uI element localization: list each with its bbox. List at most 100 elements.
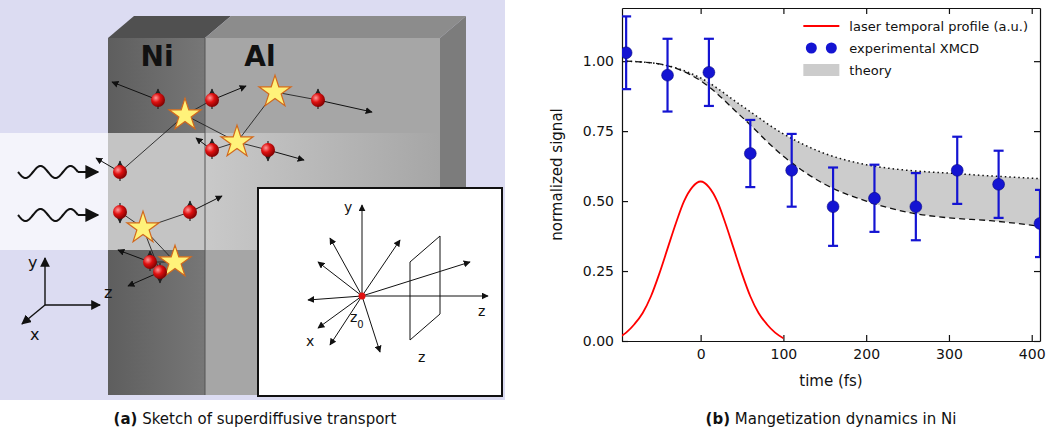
legend-entry: experimental XMCD: [806, 41, 979, 56]
inset-arrow: [362, 240, 400, 296]
point: [910, 201, 922, 213]
error-bar-cap: [869, 164, 879, 166]
tick: 200: [853, 335, 880, 362]
tick: 400: [1019, 335, 1046, 362]
inset-ray: [362, 262, 470, 296]
error-bar-cap: [952, 203, 962, 205]
tick: 100: [771, 335, 798, 362]
tick: [1034, 131, 1040, 132]
caption: (a) Sketch of superdiffusive transport: [114, 410, 397, 428]
error-bar-cap: [1035, 256, 1040, 258]
error-bar: [911, 173, 921, 240]
point: [662, 69, 674, 81]
plot-marks: [622, 16, 1040, 338]
tick-mark: [866, 8, 867, 14]
tick-mark: [622, 131, 628, 132]
electron: [261, 143, 275, 157]
legend-label: theory: [849, 63, 892, 78]
material-label: Ni: [140, 40, 173, 73]
al-top-face: [205, 16, 466, 38]
tick: [1032, 8, 1033, 14]
tick-label: 100: [771, 346, 798, 362]
error-bar-cap: [994, 150, 1004, 152]
inset-arrow: [362, 205, 363, 296]
diagram-panel: NiAlyzxyxzzz0(a) Sketch of superdiffusiv…: [0, 0, 505, 428]
laser-wave-arrow: [78, 171, 98, 173]
legend: laser temporal profile (a.u.) experimenta…: [803, 19, 1028, 78]
electron: [113, 165, 127, 179]
yticks-axis: [1034, 9, 1041, 342]
electron: [153, 265, 167, 279]
inset-label: z: [478, 303, 485, 319]
error-bar: [663, 39, 673, 112]
legend-swatch: [806, 43, 817, 54]
legend-swatch: [826, 43, 837, 54]
error-bar: [994, 151, 1004, 218]
laser-beam: [0, 133, 110, 250]
momentum-arrow: [112, 82, 158, 100]
inset: yxzzz0: [258, 188, 502, 396]
axis-line: [1040, 9, 1041, 342]
tick-mark: [1034, 131, 1040, 132]
legend-entry: laser temporal profile (a.u.): [803, 19, 1028, 34]
error-bar: [952, 137, 962, 204]
tick-label: 1.00: [583, 53, 614, 69]
laser-wave: [18, 209, 78, 221]
electron: [205, 143, 219, 157]
tick-mark: [701, 335, 702, 341]
inset-arrow: [362, 296, 488, 297]
legend-swatch: [803, 64, 839, 76]
yticks-axis: 0.000.250.500.751.00: [583, 9, 628, 349]
axis-line: [623, 8, 1041, 9]
momentum-arrow: [318, 100, 372, 112]
legend-entry: theory: [803, 63, 892, 78]
tick-mark: [949, 8, 950, 14]
electron: [311, 93, 325, 107]
tick-label: 0.50: [583, 193, 614, 209]
xticks-axis: [623, 8, 1041, 14]
axis-line: [622, 9, 623, 342]
error-bar: [704, 39, 714, 106]
tick: 300: [936, 335, 963, 362]
inset-arrow: [362, 296, 380, 352]
plane: [410, 236, 440, 340]
point: [703, 66, 715, 78]
axis-name: x: [30, 325, 39, 344]
interface: [205, 38, 206, 395]
inset-arrow: [308, 296, 362, 300]
y-axis-title: normalized signal: [548, 108, 566, 241]
error-bar-cap: [704, 105, 714, 107]
error-bar-cap: [994, 217, 1004, 219]
tick: [1034, 61, 1040, 62]
tick-label: 0.00: [583, 333, 614, 349]
error-bar: [787, 134, 797, 207]
error-bar-cap: [663, 38, 673, 40]
material-label: Al: [244, 40, 275, 73]
tick: [1034, 341, 1040, 342]
inset-arrow: [318, 296, 362, 328]
ni-beam-spot: [108, 133, 205, 250]
error-bar-cap: [869, 231, 879, 233]
tick: 0.00: [583, 333, 628, 349]
tick-mark: [866, 335, 867, 341]
origin: [359, 293, 366, 300]
tick: 1.00: [583, 53, 628, 69]
figure: NiAlyzxyxzzz0(a) Sketch of superdiffusiv…: [0, 0, 1051, 436]
trajectory: [120, 212, 160, 272]
axis-arrow: [22, 305, 45, 324]
point: [744, 148, 756, 160]
tick: [949, 8, 950, 14]
point: [1034, 218, 1040, 230]
point: [993, 178, 1005, 190]
electron: [183, 205, 197, 219]
laser-wave: [18, 166, 78, 178]
error-bar: [869, 165, 879, 232]
line: [622, 181, 783, 338]
tick-mark: [1034, 271, 1040, 272]
theory-upper: [626, 61, 1040, 179]
electron: [143, 255, 157, 269]
error-bar: [1035, 190, 1040, 257]
chart-panel: 01002003004000.000.250.500.751.00time (f…: [548, 8, 1046, 428]
error-bar: [828, 168, 838, 246]
error-bar-cap: [663, 110, 673, 112]
